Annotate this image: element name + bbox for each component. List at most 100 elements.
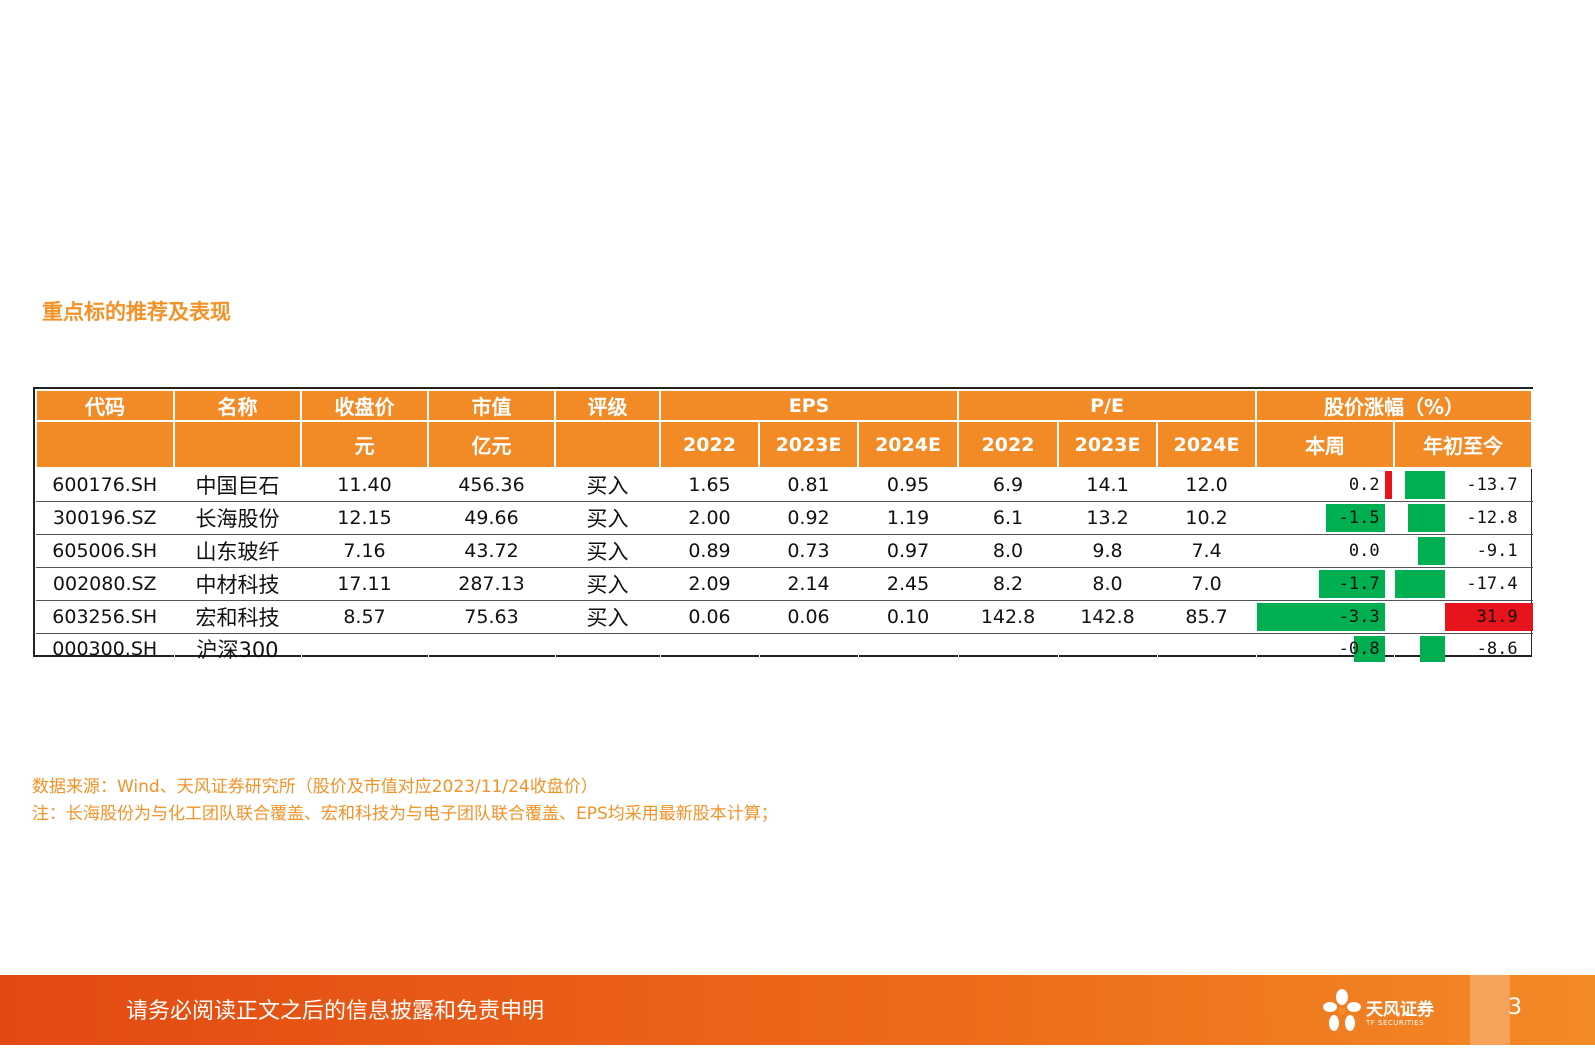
cell-eps2024: 0.97 [858, 534, 959, 568]
cell-pe2022 [958, 633, 1059, 664]
cell-pe2023: 9.8 [1058, 534, 1158, 568]
source-note: 数据来源：Wind、天风证券研究所（股价及市值对应2023/11/24收盘价） [32, 777, 598, 797]
cell-eps2022: 0.89 [660, 534, 760, 568]
cell-eps2024: 0.10 [858, 600, 959, 634]
cell-mktcap: 456.36 [428, 468, 556, 502]
header-ytd: 年初至今 [1393, 420, 1534, 469]
table: 代码 名称 收盘价 市值 评级 EPS P/E 股价涨幅（%） 元 亿元 202… [35, 389, 1534, 664]
header-close: 收盘价 [300, 389, 429, 422]
cell-rating: 买入 [555, 468, 661, 502]
week-value: -1.5 [1338, 508, 1380, 528]
cell-pe2024: 7.4 [1157, 534, 1257, 568]
week-value: 0.2 [1348, 475, 1380, 495]
cell-code: 300196.SZ [36, 501, 175, 535]
week-value: 0.0 [1348, 541, 1380, 561]
cell-pe2023: 13.2 [1058, 501, 1158, 535]
cell-eps2024: 0.95 [858, 468, 959, 502]
cell-pe2024: 10.2 [1157, 501, 1257, 535]
cell-week-change: 0.2 [1256, 468, 1395, 502]
cell-name: 中国巨石 [174, 468, 302, 502]
header-code-sub [35, 420, 175, 469]
cell-pe2022: 8.2 [958, 567, 1059, 601]
week-value: -3.3 [1338, 607, 1380, 627]
ytd-bar [1407, 504, 1445, 532]
header-row-1: 代码 名称 收盘价 市值 评级 EPS P/E 股价涨幅（%） [35, 389, 1534, 422]
cell-code: 002080.SZ [36, 567, 175, 601]
cell-week-change: -1.5 [1256, 501, 1395, 535]
ytd-value: 31.9 [1476, 607, 1518, 627]
header-code: 代码 [35, 389, 175, 422]
cell-name: 长海股份 [174, 501, 302, 535]
ytd-bar [1444, 603, 1533, 631]
ytd-bar [1419, 636, 1445, 662]
cell-name: 山东玻纤 [174, 534, 302, 568]
cell-pe2023: 8.0 [1058, 567, 1158, 601]
header-name: 名称 [173, 389, 302, 422]
cell-pe2022: 6.1 [958, 501, 1059, 535]
ytd-value: -12.8 [1466, 508, 1518, 528]
cell-pe2023: 142.8 [1058, 600, 1158, 634]
week-bar [1256, 603, 1385, 631]
header-close-unit: 元 [300, 420, 429, 469]
cell-rating: 买入 [555, 567, 661, 601]
header-pe: P/E [957, 389, 1258, 422]
cell-week-change: -0.8 [1256, 633, 1395, 664]
week-bar [1384, 471, 1393, 499]
cell-eps2023: 0.73 [759, 534, 859, 568]
ytd-value: -17.4 [1466, 574, 1518, 594]
cell-code: 600176.SH [36, 468, 175, 502]
ytd-bar [1405, 471, 1445, 499]
cell-close [301, 633, 429, 664]
cell-code: 603256.SH [36, 600, 175, 634]
cell-pe2022: 6.9 [958, 468, 1059, 502]
coverage-note: 注：长海股份为与化工团队联合覆盖、宏和科技为与电子团队联合覆盖、EPS均采用最新… [32, 804, 778, 824]
ytd-value: -9.1 [1476, 541, 1518, 561]
ytd-value: -13.7 [1466, 475, 1518, 495]
cell-pe2024: 85.7 [1157, 600, 1257, 634]
header-week: 本周 [1255, 420, 1396, 469]
cell-name: 中材科技 [174, 567, 302, 601]
week-value: -1.7 [1338, 574, 1380, 594]
cell-eps2022 [660, 633, 760, 664]
cell-mktcap: 49.66 [428, 501, 556, 535]
table-row: 300196.SZ 长海股份 12.15 49.66 买入 2.00 0.92 1.19 6.1… [36, 501, 1533, 535]
cell-pe2022: 8.0 [958, 534, 1059, 568]
week-value: -0.8 [1338, 639, 1380, 659]
cell-eps2022: 2.00 [660, 501, 760, 535]
cell-week-change: 0.0 [1256, 534, 1395, 568]
disclaimer: 请务必阅读正文之后的信息披露和免责申明 [126, 999, 545, 1024]
cell-ytd-change: 31.9 [1394, 600, 1533, 634]
header-rating-sub [554, 420, 661, 469]
cell-close: 17.11 [301, 567, 429, 601]
header-mktcap: 市值 [427, 389, 556, 422]
cell-close: 11.40 [301, 468, 429, 502]
footer: 请务必阅读正文之后的信息披露和免责申明 天风证券 TF SECURITIES 3 [0, 975, 1595, 1045]
header-rating: 评级 [554, 389, 661, 422]
cell-code: 000300.SH [36, 633, 175, 664]
cell-close: 8.57 [301, 600, 429, 634]
header-pe-2022: 2022 [957, 420, 1060, 469]
header-eps-2023e: 2023E [758, 420, 859, 469]
cell-rating [555, 633, 661, 664]
recommendation-table: 代码 名称 收盘价 市值 评级 EPS P/E 股价涨幅（%） 元 亿元 202… [33, 387, 1534, 664]
cell-pe2022: 142.8 [958, 600, 1059, 634]
header-eps: EPS [658, 389, 960, 422]
cell-rating: 买入 [555, 600, 661, 634]
cell-week-change: -3.3 [1256, 600, 1395, 634]
cell-eps2022: 2.09 [660, 567, 760, 601]
cell-name: 宏和科技 [174, 600, 302, 634]
cell-ytd-change: -8.6 [1394, 633, 1533, 664]
table-row: 000300.SH 沪深300 -0.8 -8.6 [36, 633, 1533, 664]
cell-ytd-change: -13.7 [1394, 468, 1533, 502]
cell-pe2023 [1058, 633, 1158, 664]
cell-pe2024: 7.0 [1157, 567, 1257, 601]
week-bar [1353, 636, 1385, 662]
cell-eps2024: 2.45 [858, 567, 959, 601]
flower-icon [1323, 989, 1361, 1031]
cell-week-change: -1.7 [1256, 567, 1395, 601]
page-number: 3 [1508, 995, 1522, 1020]
header-name-sub [173, 420, 302, 469]
table-row: 600176.SH 中国巨石 11.40 456.36 买入 1.65 0.81 0.95 6.… [36, 468, 1533, 502]
ytd-bar [1394, 570, 1445, 598]
cell-pe2024: 12.0 [1157, 468, 1257, 502]
